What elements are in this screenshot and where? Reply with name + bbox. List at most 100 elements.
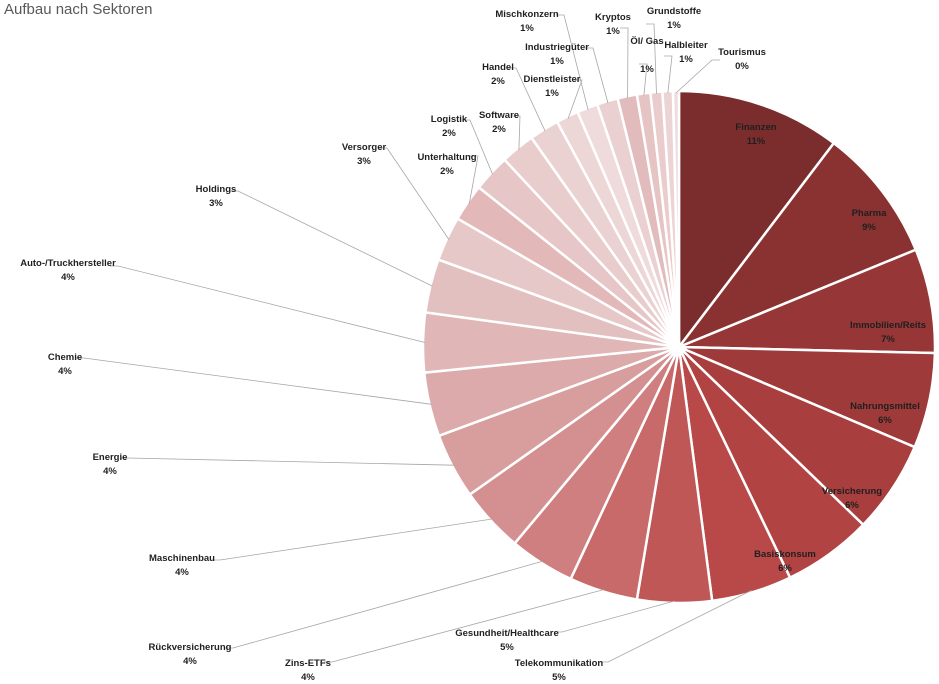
slice-name-dienstleister: Dienstleister [523,74,580,85]
slice-value-holdings: 3% [209,198,223,209]
slice-name-telekommunikation: Telekommunikation [515,658,604,669]
slice-name-maschinenbau: Maschinenbau [149,553,215,564]
label-auto-truckhersteller: Auto-/Truckhersteller 4% [20,258,116,283]
leader-logistik [462,119,493,175]
leader-dienstleister [567,79,583,119]
slice-value-logistik: 2% [442,128,456,139]
leader-grundstoffe [646,23,657,95]
slice-value-grundstoffe: 1% [667,20,681,31]
slice-name-mischkonzern: Mischkonzern [495,9,559,20]
label-oel-gas: Öl/ Gas 1% [630,36,663,75]
label-gesundheit-healthcare: Gesundheit/Healthcare 5% [455,628,558,653]
leader-kryptos [620,27,629,99]
label-mischkonzern: Mischkonzern 1% [495,9,559,34]
slice-name-versorger: Versorger [342,142,387,153]
leader-telekommunikation [600,590,752,663]
label-chemie: Chemie 4% [48,352,82,377]
leader-mischkonzern [556,14,589,110]
slice-value-energie: 4% [103,466,117,477]
label-versicherung: Versicherung 6% [822,486,882,511]
label-zins-etfs: Zins-ETFs 4% [285,658,331,683]
slice-value-gesundheit-healthcare: 5% [500,642,514,653]
slice-name-immobilien-reits: Immobilien/Reits [850,320,926,331]
label-kryptos: Kryptos 1% [595,12,631,37]
slice-name-handel: Handel [482,62,514,73]
leader-energie [120,457,455,466]
slice-name-grundstoffe: Grundstoffe [647,6,701,17]
label-software: Software 2% [479,110,519,135]
leader-industriegueter [585,47,609,104]
label-maschinenbau: Maschinenbau 4% [149,553,215,578]
slice-value-mischkonzern: 1% [520,23,534,34]
slice-name-holdings: Holdings [196,184,237,195]
slice-name-tourismus: Tourismus [718,47,766,58]
slice-value-kryptos: 1% [606,26,620,37]
slice-value-basiskonsum: 6% [778,563,792,574]
slice-value-auto-truckhersteller: 4% [61,272,75,283]
leader-chemie [76,357,432,405]
label-handel: Handel 2% [482,62,514,87]
slice-value-nahrungsmittel: 6% [878,415,892,426]
leader-rueckversicherung [225,560,543,649]
slice-value-finanzen: 11% [747,136,766,147]
label-immobilien-reits: Immobilien/Reits 7% [850,320,926,345]
slice-name-software: Software [479,110,519,121]
slice-value-maschinenbau: 4% [175,567,189,578]
slice-name-halbleiter: Halbleiter [664,40,708,51]
leader-unterhaltung [468,155,479,204]
label-energie: Energie 4% [93,452,128,477]
leader-halbleiter [664,55,673,94]
slice-pharma [675,141,918,350]
label-basiskonsum: Basiskonsum 6% [754,549,816,574]
slice-value-chemie: 4% [58,366,72,377]
leader-oel-gas [639,63,648,96]
slice-value-versicherung: 6% [845,500,859,511]
slice-value-zins-etfs: 4% [301,672,315,683]
slice-value-oel-gas: 1% [640,64,654,75]
slice-name-oel-gas: Öl/ Gas [630,36,663,47]
slice-name-basiskonsum: Basiskonsum [754,549,816,560]
label-tourismus: Tourismus 0% [718,47,766,72]
slice-value-rueckversicherung: 4% [183,656,197,667]
slice-name-nahrungsmittel: Nahrungsmittel [850,401,920,412]
slice-value-telekommunikation: 5% [552,672,566,683]
leader-zins-etfs [324,589,604,663]
leader-gesundheit-healthcare [554,600,675,633]
label-industriegueter: Industriegüter 1% [525,42,589,67]
slice-value-tourismus: 0% [735,61,749,72]
label-holdings: Holdings 3% [196,184,237,209]
slice-name-gesundheit-healthcare: Gesundheit/Healthcare [455,628,558,639]
leader-holdings [230,190,433,287]
slice-value-pharma: 9% [862,222,876,233]
slice-value-immobilien-reits: 7% [881,334,895,345]
slice-name-versicherung: Versicherung [822,486,882,497]
label-versorger: Versorger 3% [342,142,387,167]
slice-name-finanzen: Finanzen [735,122,776,133]
leader-handel [508,67,546,132]
slice-value-unterhaltung: 2% [440,166,454,177]
label-logistik: Logistik 2% [431,114,468,139]
leader-maschinenbau [212,518,493,561]
leader-tourismus [675,59,720,94]
slice-name-zins-etfs: Zins-ETFs [285,658,331,669]
label-telekommunikation: Telekommunikation 5% [515,658,604,683]
slice-name-auto-truckhersteller: Auto-/Truckhersteller [20,258,116,269]
slice-value-industriegueter: 1% [550,56,564,67]
label-pharma: Pharma 9% [852,208,888,233]
label-unterhaltung: Unterhaltung 2% [417,152,476,177]
slice-value-handel: 2% [491,76,505,87]
leader-auto-truckhersteller [110,265,426,343]
leader-versorger [379,147,450,240]
label-dienstleister: Dienstleister 1% [523,74,580,99]
leader-software [512,115,521,150]
slice-value-halbleiter: 1% [679,54,693,65]
label-finanzen: Finanzen 11% [735,122,776,147]
chart-title: Aufbau nach Sektoren [4,1,152,18]
label-grundstoffe: Grundstoffe 1% [647,6,701,31]
slice-value-dienstleister: 1% [545,88,559,99]
slice-name-rueckversicherung: Rückversicherung [149,642,232,653]
slice-value-software: 2% [492,124,506,135]
slice-value-versorger: 3% [357,156,371,167]
slice-name-logistik: Logistik [431,114,468,125]
